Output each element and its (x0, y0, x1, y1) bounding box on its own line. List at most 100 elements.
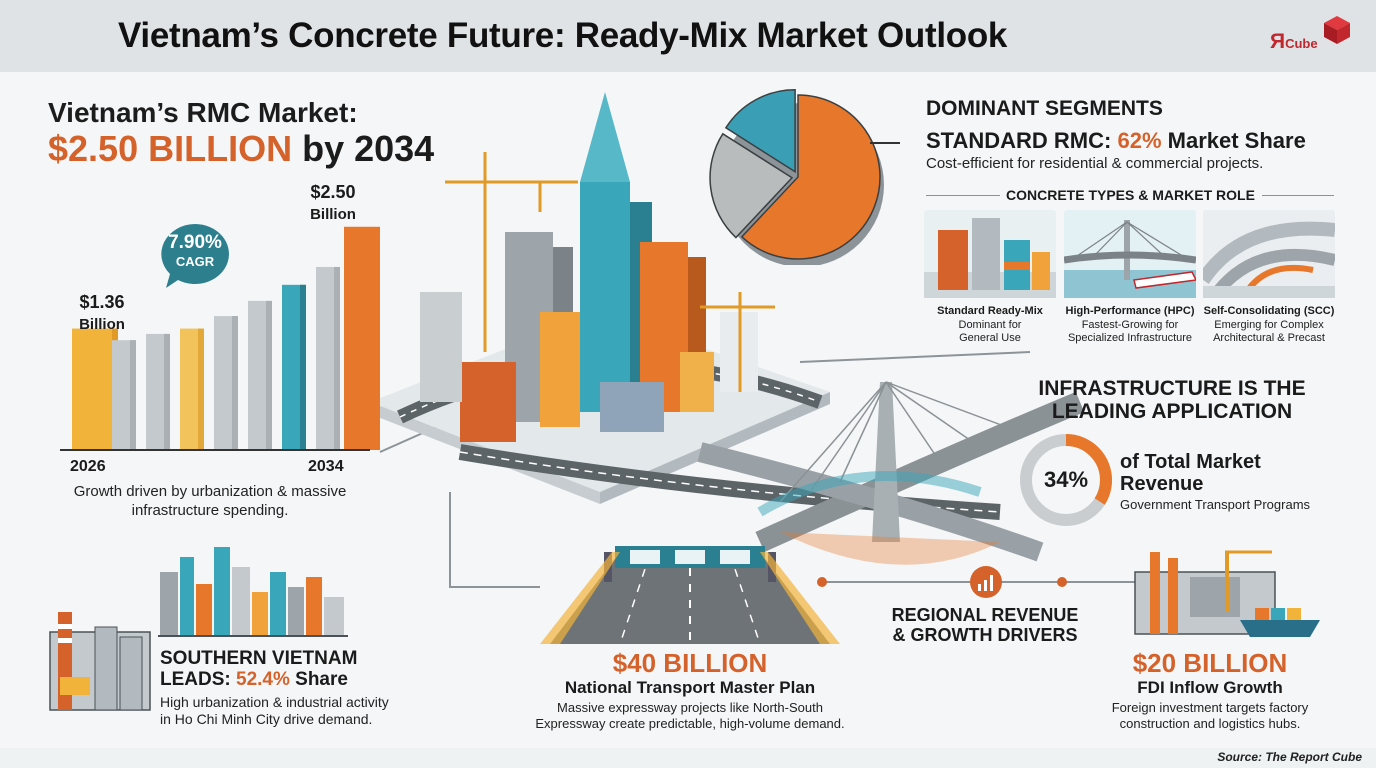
infra-main-line1: of Total Market (1120, 451, 1261, 473)
type-desc-standard: Dominant for General Use (920, 319, 1060, 345)
cube-icon (1324, 16, 1350, 44)
bar-shade-4 (198, 328, 204, 450)
bar-shade-2 (130, 340, 136, 450)
cagr-annotation: 7.90% CAGR (158, 232, 232, 269)
skyscrapers (420, 92, 758, 442)
bar-2026 (72, 328, 118, 450)
segment-pie-chart (709, 88, 900, 265)
bar-2034 (344, 226, 380, 450)
south-desc: High urbanization & industrial activity i… (160, 694, 389, 728)
infra-heading-line1: INFRASTRUCTURE IS THE (1038, 377, 1306, 400)
market-size-title: Vietnam’s RMC Market: (48, 97, 358, 128)
pie-slice-1 (740, 94, 881, 260)
type-role-scc: Emerging for Complex (1214, 319, 1324, 331)
divider-right (1262, 195, 1334, 196)
type-title-scc: Self-Consolidating (SCC) (1203, 305, 1335, 317)
hpc-card (1064, 210, 1196, 298)
data-label-end: $2.50 Billion (298, 182, 368, 225)
page-title: Vietnam’s Concrete Future: Ready-Mix Mar… (118, 16, 1008, 55)
infrastructure-donut-chart (1020, 434, 1112, 526)
footer-bar: Source: The Report Cube (0, 748, 1376, 768)
growth-note: Growth driven by urbanization & massive … (73, 483, 347, 519)
south-desc-line1: High urbanization & industrial activity (160, 694, 389, 710)
fdi-value: $20 BILLION (1132, 648, 1288, 678)
type-title-standard: Standard Ready-Mix (937, 305, 1043, 317)
south-share-value: 52.4% (236, 669, 290, 690)
market-size-highlight: $2.50 BILLION (48, 128, 293, 169)
type-desc-hpc: Fastest-Growing for Specialized Infrastru… (1060, 319, 1200, 345)
fdi-desc-line1: Foreign investment targets factory (1111, 700, 1309, 715)
transport-desc-line2: Expressway create predictable, high-volu… (535, 716, 845, 731)
header-bar (0, 0, 1376, 72)
south-line2-prefix: LEADS: (160, 669, 236, 690)
transport-desc: Massive expressway projects like North-S… (500, 700, 880, 732)
market-size-value: $2.50 BILLION by 2034 (48, 128, 434, 170)
fdi-title: FDI Inflow Growth (1137, 678, 1283, 697)
bar-shade-3 (164, 333, 170, 450)
bridge-train-icon (1064, 220, 1196, 298)
tick-label-start-year: 2026 (70, 458, 106, 475)
logo-sub-text: Cube (1285, 36, 1318, 51)
type-role-hpc: Fastest-Growing for (1081, 319, 1179, 331)
building-icon (924, 218, 1056, 298)
segments-heading: DOMINANT SEGMENTS (926, 97, 1163, 120)
scc-card (1203, 210, 1335, 298)
fdi-desc-line2: construction and logistics hubs. (1119, 716, 1301, 731)
curved-structure-icon (1203, 221, 1335, 298)
regional-heading: REGIONAL REVENUE & GROWTH DRIVERS (880, 605, 1090, 645)
south-desc-line2: in Ho Chi Minh City drive demand. (160, 711, 373, 727)
cagr-label: CAGR (175, 254, 215, 269)
transport-title: National Transport Master Plan (564, 678, 816, 697)
south-line1: SOUTHERN VIETNAM (160, 648, 358, 669)
transport-value: $40 BILLION (612, 648, 768, 678)
standard-share-value: 62% (1117, 128, 1162, 153)
market-bar-chart (60, 226, 380, 451)
source-credit: Source: The Report Cube (1217, 750, 1362, 764)
infrastructure-share-value: 34% (1043, 467, 1089, 492)
start-value: $1.36 (79, 292, 125, 312)
logo-main-text: Я (1270, 30, 1286, 53)
bar-shade-8 (334, 266, 340, 450)
transport-desc-line1: Massive expressway projects like North-S… (557, 700, 823, 715)
cagr-bubble (161, 224, 229, 288)
cagr-value: 7.90% (168, 232, 222, 253)
pie-slice-2 (709, 132, 794, 239)
industrial-icon (49, 612, 151, 711)
fdi-desc: Foreign investment targets factory constr… (1080, 700, 1340, 732)
tick-label-end-year: 2034 (308, 458, 344, 475)
standard-rmc-desc: Cost-efficient for residential & commerc… (926, 155, 1264, 172)
crane-icon (445, 152, 775, 392)
bar-shade-6 (266, 300, 272, 450)
donut-infrastructure-arc (1020, 434, 1112, 526)
pie-slice-3 (724, 88, 796, 174)
start-unit: Billion (79, 316, 125, 333)
regional-line2: & GROWTH DRIVERS (892, 625, 1078, 645)
type-use-hpc: Specialized Infrastructure (1067, 332, 1193, 344)
end-unit: Billion (310, 206, 356, 223)
regional-line1: REGIONAL REVENUE (891, 605, 1079, 625)
data-label-start: $1.36 Billion (70, 292, 134, 335)
south-city-icon (158, 547, 348, 637)
brand-logo: ЯCube (1270, 16, 1360, 56)
type-desc-scc: Emerging for Complex Architectural & Prec… (1199, 319, 1339, 345)
infra-heading-line2: LEADING APPLICATION (1051, 400, 1293, 423)
type-title-hpc: High-Performance (HPC) (1065, 305, 1195, 317)
market-size-suffix: by 2034 (292, 128, 435, 169)
cable-bridge (697, 381, 1085, 565)
growth-chart-icon (970, 566, 1002, 598)
standard-suffix: Market Share (1161, 128, 1306, 153)
bar-shade-5 (232, 316, 238, 450)
south-line2-suffix: Share (289, 669, 348, 690)
infrastructure-main-text: of Total Market Revenue (1120, 451, 1261, 495)
standard-rmc-card (924, 210, 1056, 298)
type-role-standard: Dominant for (958, 319, 1022, 331)
bar-shade-7 (300, 284, 306, 450)
expressway (540, 546, 840, 645)
type-use-standard: General Use (959, 332, 1021, 344)
infra-main-line2: Revenue (1120, 473, 1204, 495)
south-heading: SOUTHERN VIETNAM LEADS: 52.4% Share (160, 648, 357, 690)
infrastructure-sub-text: Government Transport Programs (1120, 497, 1311, 512)
divider-left (926, 195, 1000, 196)
fdi-port-icon (1134, 550, 1320, 637)
infrastructure-heading: INFRASTRUCTURE IS THE LEADING APPLICATION (1032, 377, 1312, 423)
